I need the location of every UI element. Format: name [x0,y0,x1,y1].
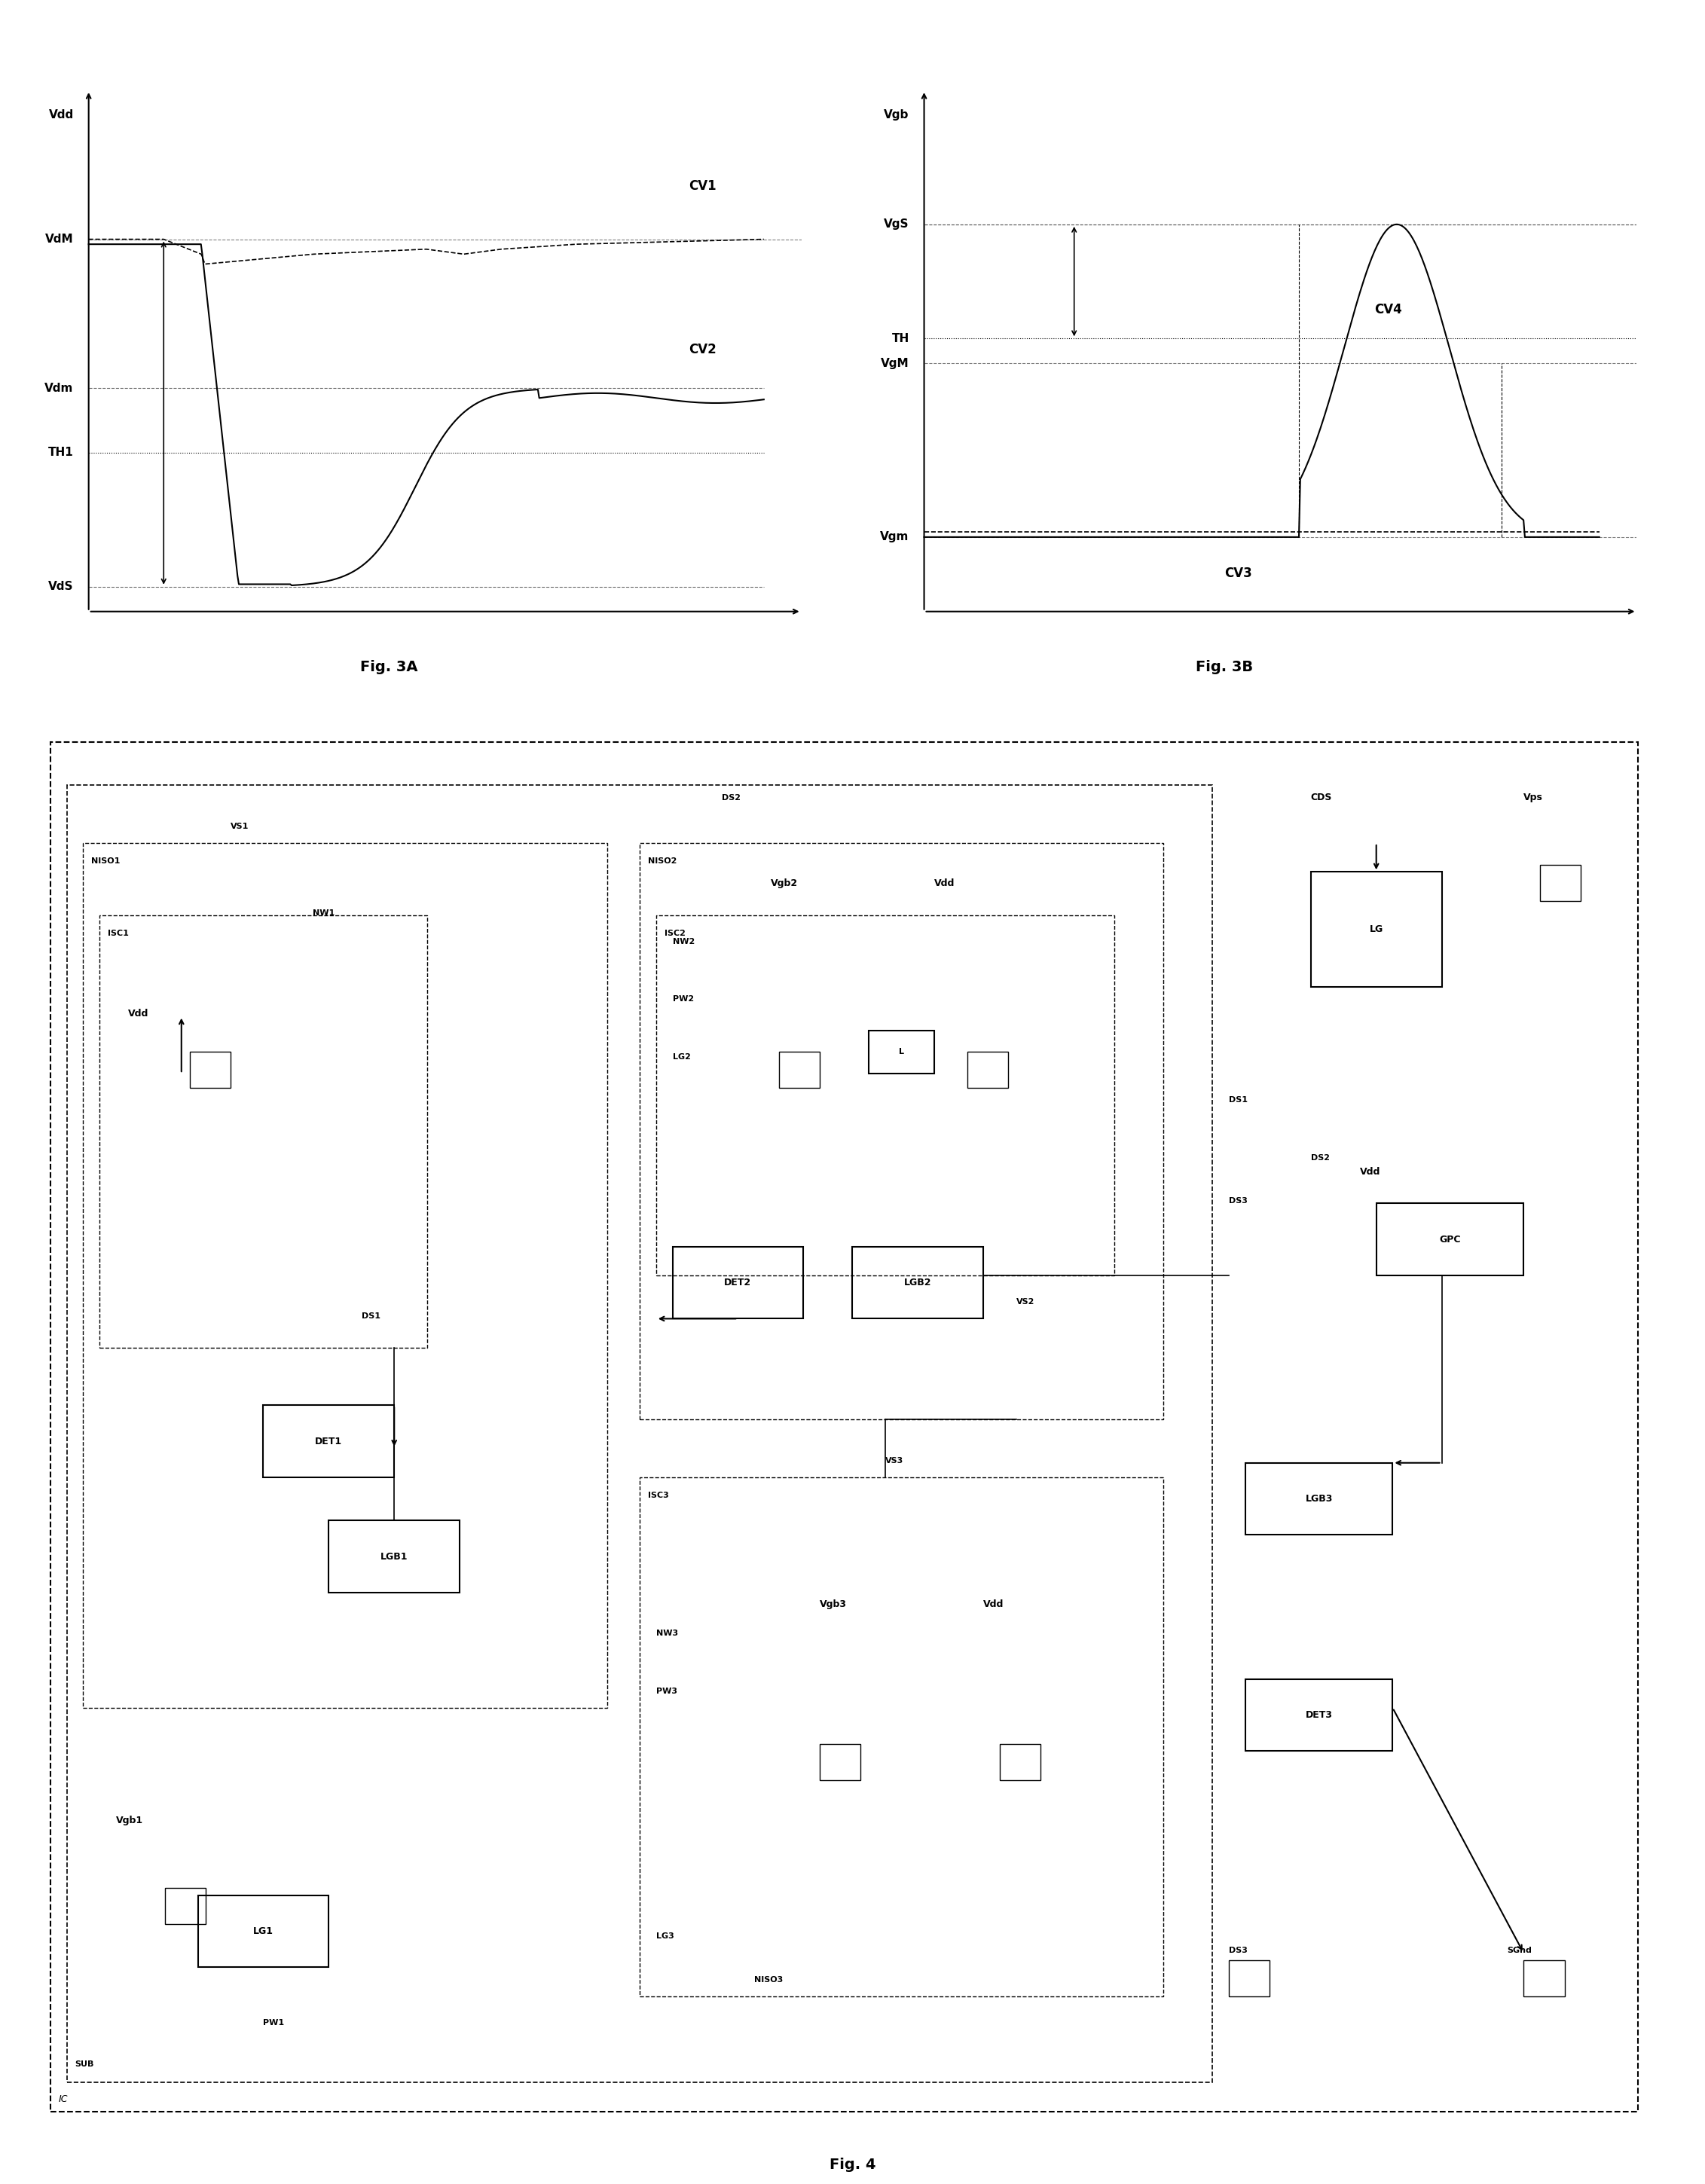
Text: DS1: DS1 [1229,1096,1248,1103]
Bar [1524,1961,1565,1996]
Text: Vgb: Vgb [883,109,909,120]
Text: Vgm: Vgm [880,531,909,542]
Bar [329,1520,460,1592]
Text: TH1: TH1 [48,448,73,459]
Text: LGB3: LGB3 [1306,1494,1333,1505]
Text: LG3: LG3 [656,1933,673,1939]
Bar [1311,871,1442,987]
Text: CDS: CDS [1311,793,1332,802]
Bar [639,1476,1163,1996]
Bar [165,1887,206,1924]
Bar [1245,1679,1393,1752]
Text: Vdm: Vdm [44,382,73,393]
Bar [779,1053,820,1088]
Text: VS2: VS2 [1016,1297,1035,1306]
Bar [263,1404,394,1476]
Bar [84,843,607,1708]
Bar [852,1247,984,1319]
Bar [1229,1961,1270,1996]
Bar [198,1896,329,1968]
Bar [820,1743,861,1780]
Text: CV3: CV3 [1224,566,1251,579]
Text: LG1: LG1 [252,1926,273,1937]
Bar [639,843,1163,1420]
Bar [1540,865,1581,900]
Text: NW2: NW2 [672,937,694,946]
Text: DS2: DS2 [1311,1153,1330,1162]
Text: PW3: PW3 [656,1688,677,1695]
Text: Vgb2: Vgb2 [771,878,798,889]
Text: CV2: CV2 [689,343,716,356]
Text: DET1: DET1 [315,1437,343,1446]
Bar [99,915,426,1348]
Text: NW3: NW3 [656,1629,679,1638]
Text: VS3: VS3 [885,1457,904,1463]
Text: TH: TH [892,332,909,345]
Text: LG: LG [1369,924,1383,935]
Text: DS3: DS3 [1229,1197,1248,1206]
Text: SGnd: SGnd [1507,1946,1533,1955]
Text: LGB1: LGB1 [380,1551,407,1562]
Bar [870,1031,934,1075]
Text: CV1: CV1 [689,179,716,192]
Text: ISC1: ISC1 [107,930,130,937]
Text: LG2: LG2 [672,1053,691,1061]
Bar [656,915,1115,1275]
Text: Vdd: Vdd [984,1599,1004,1610]
Text: NISO2: NISO2 [648,858,677,865]
Text: L: L [899,1048,904,1055]
Text: SUB: SUB [75,2062,94,2068]
Text: Vgb1: Vgb1 [116,1815,143,1826]
Text: Fig. 4: Fig. 4 [829,2158,876,2173]
Text: VdS: VdS [48,581,73,592]
Bar [999,1743,1040,1780]
Text: NISO1: NISO1 [92,858,121,865]
Text: DET2: DET2 [725,1278,752,1289]
Text: GPC: GPC [1439,1234,1461,1245]
Text: VgS: VgS [883,218,909,229]
Bar [1245,1463,1393,1535]
Text: ISC2: ISC2 [665,930,685,937]
Bar [66,786,1212,2084]
Text: VgM: VgM [881,358,909,369]
Text: DS1: DS1 [361,1313,380,1319]
Text: Vgb3: Vgb3 [820,1599,847,1610]
Text: DS2: DS2 [721,793,740,802]
Text: NW1: NW1 [312,909,334,917]
Text: DS3: DS3 [1229,1946,1248,1955]
Text: Vdd: Vdd [1361,1166,1381,1177]
Text: VdM: VdM [46,234,73,245]
Text: Vdd: Vdd [49,109,73,120]
Text: LGB2: LGB2 [904,1278,931,1289]
Text: PW1: PW1 [263,2018,285,2027]
Text: Vdd: Vdd [128,1009,148,1018]
Text: VS1: VS1 [230,823,249,830]
Text: DET3: DET3 [1306,1710,1333,1721]
Text: ISC3: ISC3 [648,1492,668,1498]
Text: Vps: Vps [1524,793,1543,802]
Text: Vdd: Vdd [934,878,955,889]
Text: PW2: PW2 [672,996,694,1002]
Text: Fig. 3B: Fig. 3B [1195,660,1253,675]
Text: NISO3: NISO3 [754,1977,783,1983]
Text: CV4: CV4 [1374,304,1402,317]
Bar [967,1053,1008,1088]
Text: IC: IC [58,2094,68,2105]
Bar [189,1053,230,1088]
Bar [672,1247,803,1319]
Bar [1376,1203,1524,1275]
Text: Fig. 3A: Fig. 3A [360,660,418,675]
